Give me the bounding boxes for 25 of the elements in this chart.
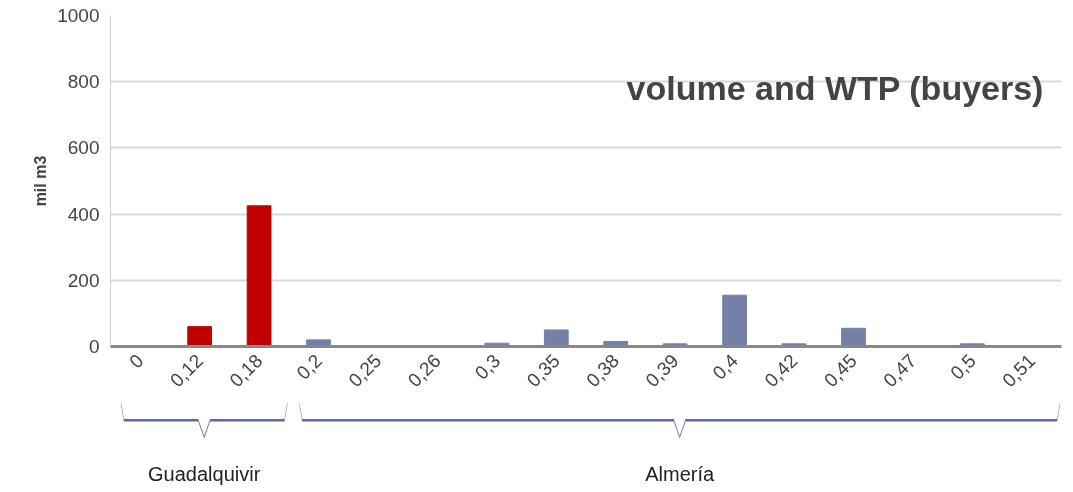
x-tick-label: 0,45: [819, 350, 861, 392]
x-tick-label: 0,5: [946, 350, 980, 384]
y-tick-label: 0: [88, 336, 100, 357]
x-tick-label: 0,18: [225, 350, 267, 392]
x-tick-label: 0,26: [403, 350, 445, 392]
x-tick-label: 0,38: [582, 350, 624, 392]
x-tick-label: 0,42: [760, 350, 802, 392]
text: Almería: [645, 462, 716, 485]
x-tick-label: 0,51: [998, 350, 1040, 392]
x-tick-label: 0,4: [708, 349, 743, 384]
y-axis-title: mil m3: [32, 155, 50, 207]
x-tick-label: 0,35: [522, 350, 564, 392]
y-tick-label: 1000: [57, 5, 100, 26]
y-tick-label: 200: [67, 269, 100, 291]
x-tick-label: 0: [125, 350, 148, 373]
x-tick-label: 0,2: [292, 350, 326, 384]
y-tick-label: 400: [67, 203, 100, 225]
x-tick-label: 0,25: [344, 350, 386, 392]
x-tick-label: 0,12: [166, 350, 208, 392]
x-tick-label: 0,3: [470, 350, 505, 384]
text: Guadalquivir: [148, 462, 261, 485]
y-tick-label: 800: [67, 71, 100, 93]
y-tick-label: 600: [67, 137, 100, 159]
text: volume and WTP (buyers): [626, 68, 1044, 107]
x-tick-label: 0,39: [641, 350, 683, 392]
